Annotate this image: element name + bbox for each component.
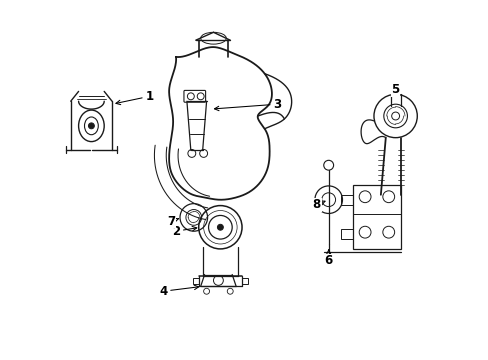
Text: 3: 3: [214, 98, 281, 111]
Circle shape: [217, 224, 223, 230]
Bar: [352, 185, 400, 249]
Text: 2: 2: [172, 225, 196, 238]
Text: 4: 4: [159, 285, 198, 298]
Text: 6: 6: [324, 250, 332, 267]
Text: 7: 7: [167, 215, 178, 228]
Text: 1: 1: [116, 90, 153, 105]
Circle shape: [88, 123, 94, 129]
Text: 5: 5: [391, 83, 399, 96]
Text: 8: 8: [312, 198, 325, 211]
